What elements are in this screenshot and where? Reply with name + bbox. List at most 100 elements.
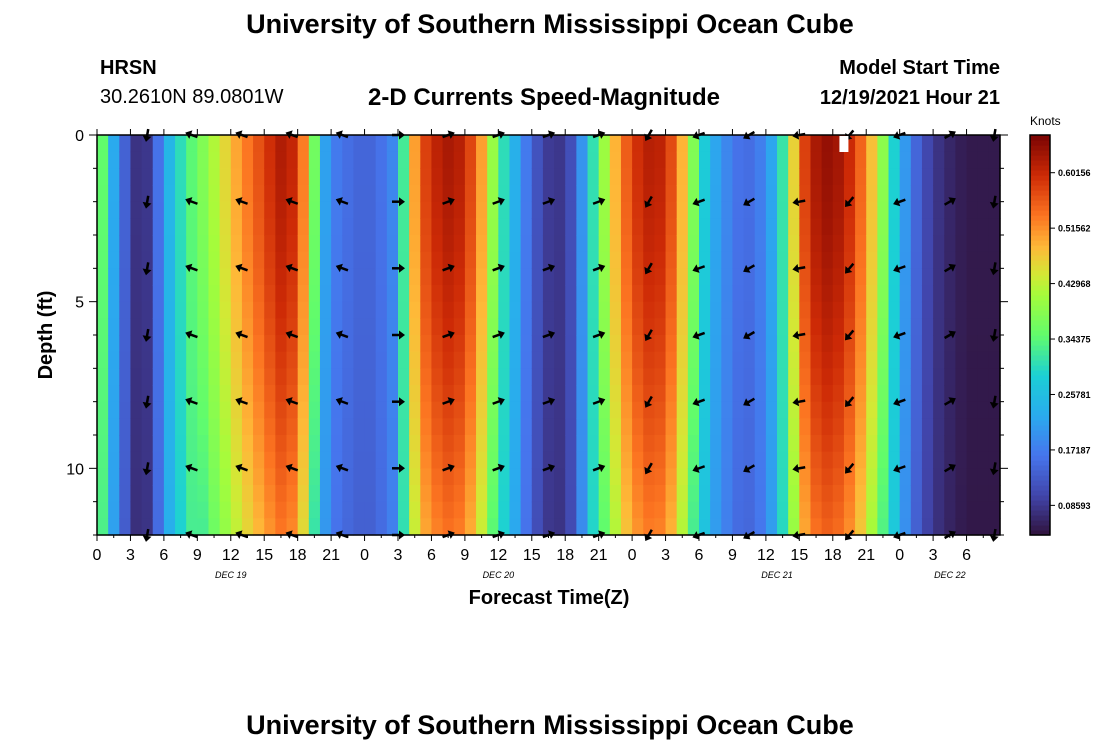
heatmap-cell <box>966 518 979 536</box>
colorbar-segment <box>1030 255 1050 261</box>
x-tick-label: 9 <box>193 547 202 564</box>
heatmap-cell <box>676 451 689 469</box>
heatmap-cell <box>632 285 644 303</box>
heatmap-cell <box>420 251 433 269</box>
heatmap-cell <box>777 518 789 536</box>
heatmap-cell <box>319 485 332 503</box>
heatmap-cell <box>799 201 812 219</box>
heatmap-cell <box>531 268 544 286</box>
heatmap-cell <box>409 268 421 286</box>
heatmap-cell <box>665 185 678 203</box>
heatmap-cell <box>353 435 366 453</box>
heatmap-cell <box>554 201 566 219</box>
heatmap-cell <box>977 485 990 503</box>
heatmap-cell <box>598 518 611 536</box>
heatmap-cell <box>888 335 901 353</box>
heatmap-cell <box>721 218 734 236</box>
heatmap-cell <box>275 451 288 469</box>
colorbar-segment <box>1030 410 1050 416</box>
heatmap-cell <box>297 168 310 186</box>
heatmap-cell <box>108 401 120 419</box>
heatmap-cell <box>175 435 187 453</box>
heatmap-cell <box>409 351 421 369</box>
heatmap-cell <box>899 251 912 269</box>
heatmap-cell <box>888 268 901 286</box>
heatmap-cell <box>821 318 834 336</box>
heatmap-cell <box>152 201 165 219</box>
heatmap-cell <box>498 218 511 236</box>
heatmap-cell <box>208 201 221 219</box>
heatmap-cell <box>520 185 533 203</box>
heatmap-cell <box>855 418 867 436</box>
heatmap-cell <box>509 335 522 353</box>
heatmap-cell <box>141 468 154 486</box>
heatmap-cell <box>754 468 767 486</box>
heatmap-cell <box>643 268 656 286</box>
heatmap-cell <box>420 335 433 353</box>
heatmap-cell <box>777 435 789 453</box>
heatmap-cell <box>531 285 544 303</box>
heatmap-cell <box>877 351 890 369</box>
heatmap-cell <box>576 335 589 353</box>
x-tick-label: 21 <box>590 547 608 564</box>
heatmap-cell <box>420 318 433 336</box>
heatmap-cell <box>386 501 399 519</box>
heatmap-cell <box>230 235 243 253</box>
heatmap-cell <box>944 218 957 236</box>
heatmap-cell <box>175 268 187 286</box>
heatmap-cell <box>832 401 845 419</box>
heatmap-cell <box>921 385 934 403</box>
heatmap-cell <box>442 168 455 186</box>
heatmap-cell <box>866 201 878 219</box>
heatmap-cell <box>152 318 165 336</box>
heatmap-cell <box>843 485 856 503</box>
heatmap-cell <box>97 268 109 286</box>
heatmap-cell <box>955 518 968 536</box>
heatmap-cell <box>342 451 355 469</box>
heatmap-cell <box>130 435 143 453</box>
heatmap-cell <box>509 418 522 436</box>
heatmap-cell <box>821 268 834 286</box>
heatmap-cell <box>988 501 1001 519</box>
heatmap-cell <box>197 151 210 169</box>
heatmap-cell <box>609 351 622 369</box>
colorbar-segment <box>1030 320 1050 326</box>
heatmap-cell <box>988 468 1001 486</box>
heatmap-cell <box>777 268 789 286</box>
colorbar-segment <box>1030 200 1050 206</box>
heatmap-cell <box>821 451 834 469</box>
heatmap-cell <box>843 318 856 336</box>
heatmap-cell <box>687 518 700 536</box>
heatmap-cell <box>988 235 1001 253</box>
heatmap-cell <box>654 218 667 236</box>
heatmap-cell <box>275 151 288 169</box>
heatmap-cell <box>732 485 745 503</box>
heatmap-cell <box>197 285 210 303</box>
heatmap-cell <box>710 485 722 503</box>
heatmap-cell <box>319 468 332 486</box>
heatmap-cell <box>765 335 778 353</box>
heatmap-cell <box>810 401 823 419</box>
heatmap-cell <box>208 285 221 303</box>
current-arrow <box>943 330 956 340</box>
heatmap-cell <box>576 418 589 436</box>
heatmap-cell <box>464 385 477 403</box>
heatmap-cell <box>130 168 143 186</box>
heatmap-cell <box>654 435 667 453</box>
heatmap-cell <box>877 501 890 519</box>
heatmap-cell <box>877 468 890 486</box>
heatmap-cell <box>587 418 600 436</box>
heatmap-cell <box>97 285 109 303</box>
heatmap-cell <box>710 151 722 169</box>
heatmap-cell <box>910 301 923 319</box>
heatmap-cell <box>286 451 299 469</box>
heatmap-cell <box>632 518 644 536</box>
heatmap-cell <box>977 451 990 469</box>
colorbar-segment <box>1030 155 1050 161</box>
heatmap-cell <box>230 501 243 519</box>
heatmap-cell <box>542 468 555 486</box>
heatmap-cell <box>386 401 399 419</box>
heatmap-cell <box>855 318 867 336</box>
colorbar-segment <box>1030 395 1050 401</box>
heatmap-cell <box>899 518 912 536</box>
